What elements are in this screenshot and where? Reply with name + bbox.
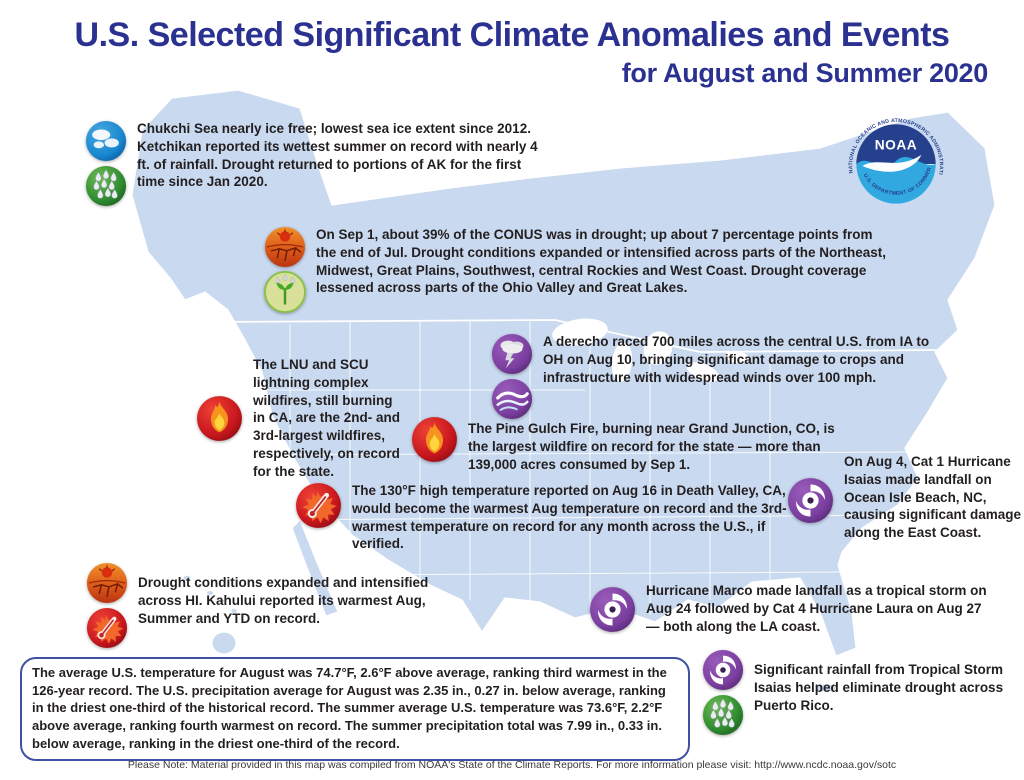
rainfall-icon	[85, 165, 127, 207]
annotation-death-valley-heat: The 130°F high temperature reported on A…	[295, 482, 792, 553]
annotation-text-puerto-rico: Significant rainfall from Tropical Storm…	[754, 662, 1004, 713]
page-title: U.S. Selected Significant Climate Anomal…	[74, 16, 950, 54]
footer-note: Please Note: Material provided in this m…	[127, 759, 897, 771]
drought-icon	[86, 562, 128, 604]
noaa-logo: NOAA NATIONAL OCEANIC AND ATMOSPHERIC AD…	[840, 108, 944, 204]
annotation-hawaii: Drought conditions expanded and intensif…	[86, 562, 448, 649]
wildfire-icon	[412, 417, 457, 462]
summary-box: The average U.S. temperature for August …	[20, 657, 690, 762]
annotation-pine-gulch-fire: The Pine Gulch Fire, burning near Grand …	[411, 416, 844, 473]
thunderstorm-icon	[491, 333, 533, 375]
wildfire-icon	[197, 395, 242, 441]
extreme-heat-icon	[86, 607, 128, 649]
annotation-text-gulf-hurricanes: Hurricane Marco made landfall as a tropi…	[646, 583, 987, 634]
annotation-alaska: Chukchi Sea nearly ice free; lowest sea …	[85, 120, 545, 207]
sea-ice-icon	[85, 120, 127, 162]
rainfall-icon	[702, 694, 744, 736]
annotation-gulf-hurricanes: Hurricane Marco made landfall as a tropi…	[589, 582, 991, 635]
hurricane-icon	[702, 649, 744, 691]
drought-relief-icon	[264, 271, 306, 313]
annotation-california-wildfires: The LNU and SCU lightning complex wildfi…	[196, 356, 405, 481]
annotation-text-pine-gulch-fire: The Pine Gulch Fire, burning near Grand …	[468, 421, 835, 472]
annotation-hurricane-isaias: On Aug 4, Cat 1 Hurricane Isaias made la…	[787, 453, 1024, 542]
annotation-text-hawaii: Drought conditions expanded and intensif…	[138, 575, 429, 626]
annotation-text-alaska: Chukchi Sea nearly ice free; lowest sea …	[137, 121, 538, 190]
annotation-puerto-rico: Significant rainfall from Tropical Storm…	[702, 649, 1016, 736]
annotation-text-california-wildfires: The LNU and SCU lightning complex wildfi…	[253, 357, 401, 479]
annotation-conus-drought: On Sep 1, about 39% of the CONUS was in …	[264, 226, 894, 313]
hurricane-icon	[590, 587, 635, 632]
annotation-text-hurricane-isaias: On Aug 4, Cat 1 Hurricane Isaias made la…	[844, 454, 1022, 541]
extreme-heat-icon	[296, 483, 341, 528]
page-subtitle: for August and Summer 2020	[621, 58, 989, 88]
annotation-text-conus-drought: On Sep 1, about 39% of the CONUS was in …	[316, 227, 887, 296]
annotation-text-derecho: A derecho raced 700 miles across the cen…	[543, 334, 930, 385]
hurricane-icon	[788, 478, 833, 523]
drought-icon	[264, 226, 306, 268]
annotation-derecho: A derecho raced 700 miles across the cen…	[491, 333, 943, 420]
wind-icon	[491, 378, 533, 420]
noaa-logo-text: NOAA	[875, 138, 917, 153]
annotation-text-death-valley-heat: The 130°F high temperature reported on A…	[352, 483, 787, 552]
